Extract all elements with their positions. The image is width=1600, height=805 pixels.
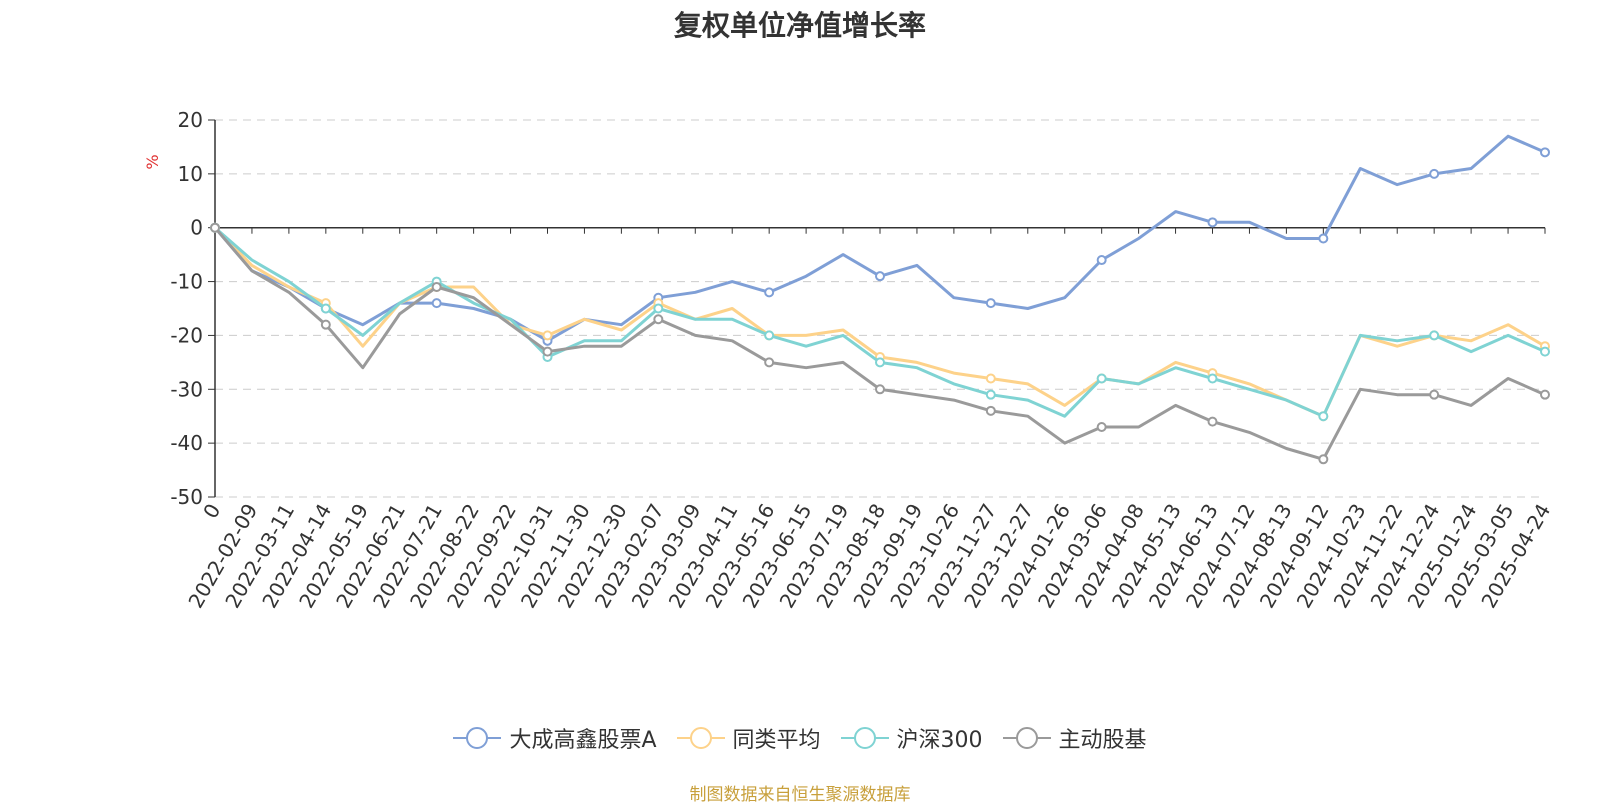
y-tick-label: -20 <box>170 323 203 347</box>
legend-item[interactable]: 主动股基 <box>1002 722 1147 754</box>
legend-swatch-icon <box>1002 727 1051 749</box>
y-axis-label: % <box>143 154 162 169</box>
data-point <box>985 405 996 416</box>
series-line-3 <box>213 226 1546 461</box>
x-tick-label: 0 <box>198 500 225 523</box>
y-tick-label: 10 <box>178 162 203 186</box>
data-point <box>1207 217 1218 228</box>
data-point <box>320 303 331 314</box>
y-tick-label: -40 <box>170 431 203 455</box>
data-point <box>1096 421 1107 432</box>
legend-label: 同类平均 <box>732 728 821 753</box>
legend-item[interactable]: 沪深300 <box>840 722 983 754</box>
data-point <box>985 373 996 384</box>
data-point <box>1318 233 1329 244</box>
data-point <box>764 357 775 368</box>
legend: 大成高鑫股票A 同类平均 沪深300 主动股基 <box>0 722 1600 754</box>
data-point <box>764 287 775 298</box>
data-point <box>210 222 220 233</box>
data-point <box>1540 147 1550 158</box>
series-line-0 <box>213 134 1546 343</box>
data-point <box>764 330 775 341</box>
legend-swatch-icon <box>676 727 725 749</box>
source-note: 制图数据来自恒生聚源数据库 <box>689 785 911 805</box>
legend-swatch-icon <box>840 727 889 749</box>
data-point <box>320 319 331 330</box>
line-chart: 20100-10-20-30-40-50%02022-02-092022-03-… <box>143 108 1555 612</box>
legend-item[interactable]: 大成高鑫股票A <box>453 722 657 754</box>
data-point <box>653 303 664 314</box>
data-point <box>1429 330 1440 341</box>
y-tick-label: 20 <box>178 108 203 132</box>
data-point <box>875 271 885 282</box>
y-tick-label: 0 <box>190 216 203 240</box>
data-point <box>875 384 885 395</box>
data-point <box>1429 168 1440 179</box>
legend-label: 大成高鑫股票A <box>509 728 657 753</box>
data-point <box>431 281 442 292</box>
data-point <box>1207 416 1218 427</box>
data-point <box>1096 255 1107 266</box>
chart-title: 复权单位净值增长率 <box>673 9 926 42</box>
data-point <box>1318 411 1329 422</box>
legend-label: 主动股基 <box>1058 728 1147 753</box>
data-point <box>875 357 885 368</box>
data-point <box>542 330 553 341</box>
data-point <box>1540 346 1550 357</box>
data-point <box>1096 373 1107 384</box>
data-point <box>985 389 996 400</box>
data-point <box>1429 389 1440 400</box>
data-point <box>431 298 442 309</box>
data-point <box>542 346 553 357</box>
y-tick-label: -10 <box>170 270 203 294</box>
data-point <box>653 314 664 325</box>
legend-item[interactable]: 同类平均 <box>676 722 821 754</box>
y-tick-label: -30 <box>170 377 203 401</box>
data-point <box>985 298 996 309</box>
y-tick-label: -50 <box>170 485 203 509</box>
data-point <box>1318 454 1329 465</box>
data-point <box>1207 373 1218 384</box>
data-point <box>1540 389 1550 400</box>
legend-label: 沪深300 <box>896 728 983 753</box>
legend-swatch-icon <box>453 727 502 749</box>
